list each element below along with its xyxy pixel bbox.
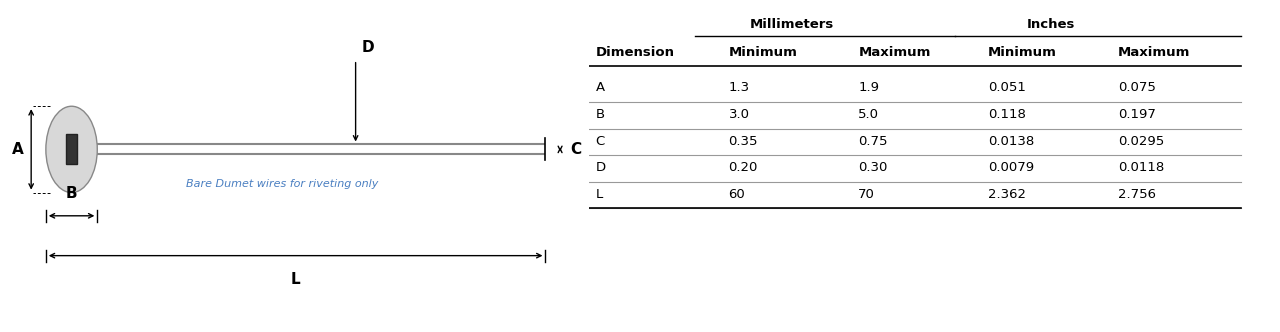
Text: Inches: Inches — [1028, 18, 1075, 31]
Text: 0.20: 0.20 — [728, 161, 758, 174]
Text: D: D — [361, 40, 374, 55]
Text: 0.197: 0.197 — [1117, 108, 1156, 121]
Text: 0.0079: 0.0079 — [988, 161, 1034, 174]
Text: 0.0138: 0.0138 — [988, 134, 1034, 147]
Text: 0.075: 0.075 — [1117, 81, 1156, 95]
Text: B: B — [65, 186, 77, 201]
Text: Dimension: Dimension — [595, 45, 675, 58]
Text: Maximum: Maximum — [859, 45, 931, 58]
Text: L: L — [595, 188, 603, 201]
Text: D: D — [595, 161, 605, 174]
Text: 60: 60 — [728, 188, 745, 201]
Text: 70: 70 — [859, 188, 876, 201]
Text: 0.30: 0.30 — [859, 161, 888, 174]
Text: A: A — [12, 142, 23, 157]
Bar — [67, 134, 77, 164]
Text: C: C — [570, 142, 581, 157]
Text: 0.35: 0.35 — [728, 134, 758, 147]
Text: C: C — [595, 134, 604, 147]
Text: 0.051: 0.051 — [988, 81, 1027, 95]
Text: L: L — [291, 272, 301, 287]
Text: 0.0295: 0.0295 — [1117, 134, 1165, 147]
Text: 1.9: 1.9 — [859, 81, 879, 95]
Text: 2.362: 2.362 — [988, 188, 1027, 201]
Text: Bare Dumet wires for riveting only: Bare Dumet wires for riveting only — [186, 179, 379, 189]
Ellipse shape — [46, 106, 97, 193]
Text: 0.118: 0.118 — [988, 108, 1027, 121]
Text: 1.3: 1.3 — [728, 81, 750, 95]
Text: 5.0: 5.0 — [859, 108, 879, 121]
Text: 0.0118: 0.0118 — [1117, 161, 1165, 174]
Text: 3.0: 3.0 — [728, 108, 750, 121]
Text: B: B — [595, 108, 604, 121]
Text: Millimeters: Millimeters — [750, 18, 835, 31]
Text: Maximum: Maximum — [1117, 45, 1190, 58]
Text: Minimum: Minimum — [728, 45, 797, 58]
Text: A: A — [595, 81, 604, 95]
Text: Minimum: Minimum — [988, 45, 1057, 58]
Text: 0.75: 0.75 — [859, 134, 888, 147]
Text: 2.756: 2.756 — [1117, 188, 1156, 201]
